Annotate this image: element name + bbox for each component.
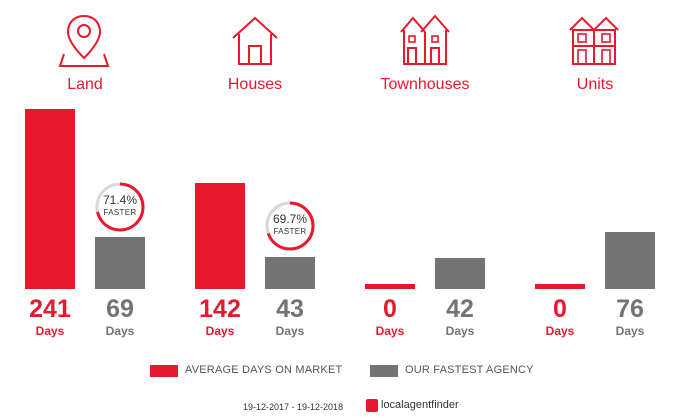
unit-label: Days <box>615 324 645 338</box>
badge-percent: 69.7% <box>272 212 308 226</box>
units-building-icon <box>569 16 619 65</box>
value-avg-houses: 142 <box>199 295 241 323</box>
badge-percent: 71.4% <box>102 193 138 207</box>
unit-label: Days <box>105 324 135 338</box>
legend-label-average: AVERAGE DAYS ON MARKET <box>185 364 343 376</box>
value-fastest-units: 76 <box>616 295 644 323</box>
value-fastest-land: 69 <box>106 295 134 323</box>
value-fastest-townhouses: 42 <box>446 295 474 323</box>
house-icon <box>232 16 278 65</box>
value-fastest-houses: 43 <box>276 295 304 323</box>
bar-fastest-units <box>605 232 655 289</box>
brand-logo-icon <box>366 399 378 412</box>
value-avg-land: 241 <box>29 295 71 323</box>
bar-avg-units <box>535 284 585 289</box>
category-label-houses: Houses <box>227 76 283 93</box>
bar-fastest-townhouses <box>435 257 485 289</box>
bar-avg-land <box>25 109 75 289</box>
legend-swatch-fastest <box>370 365 398 377</box>
date-range: 19-12-2017 - 19-12-2018 <box>243 402 344 412</box>
unit-label: Days <box>275 324 305 338</box>
legend-swatch-average <box>150 365 178 377</box>
unit-label: Days <box>205 324 235 338</box>
unit-label: Days <box>545 324 575 338</box>
unit-label: Days <box>445 324 475 338</box>
brand-name: localagentfinder <box>381 399 459 411</box>
map-pin-icon <box>58 14 110 67</box>
bar-fastest-land <box>95 237 145 289</box>
value-avg-townhouses: 0 <box>383 295 397 323</box>
unit-label: Days <box>35 324 65 338</box>
faster-badge-land: 71.4% FASTER <box>94 181 146 233</box>
value-avg-units: 0 <box>553 295 567 323</box>
category-label-townhouses: Townhouses <box>380 76 470 93</box>
badge-text: FASTER <box>103 208 137 217</box>
category-label-units: Units <box>576 76 614 93</box>
bar-avg-houses <box>195 182 245 289</box>
category-label-land: Land <box>67 76 103 93</box>
legend-label-fastest: OUR FASTEST AGENCY <box>405 364 534 376</box>
bar-avg-townhouses <box>365 284 415 289</box>
badge-text: FASTER <box>273 227 307 236</box>
faster-badge-houses: 69.7% FASTER <box>264 200 316 252</box>
unit-label: Days <box>375 324 405 338</box>
townhouse-icon <box>400 14 450 65</box>
bar-fastest-houses <box>265 256 315 289</box>
